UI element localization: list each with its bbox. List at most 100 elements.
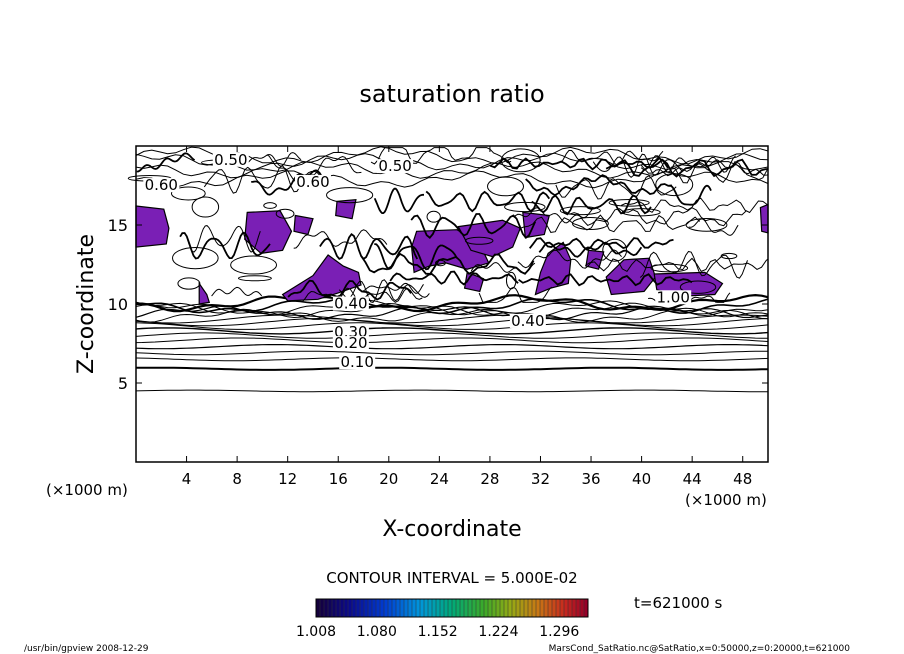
time-label: t=621000 s bbox=[634, 594, 722, 612]
contour-label: 1.00 bbox=[656, 288, 689, 306]
colorbar-tick-label: 1.296 bbox=[539, 624, 579, 640]
colorbar-tick-label: 1.224 bbox=[478, 624, 518, 640]
contour-label-bg bbox=[143, 178, 180, 193]
colorbar-cell bbox=[384, 599, 388, 617]
contour-line bbox=[135, 314, 769, 324]
colorbar-cell bbox=[480, 599, 484, 617]
z-unit-label: (×1000 m) bbox=[46, 481, 128, 499]
contour-line bbox=[688, 218, 739, 236]
contour-line bbox=[517, 249, 622, 269]
contour-line bbox=[136, 293, 769, 313]
contour-line bbox=[513, 207, 593, 224]
colorbar-cell bbox=[408, 599, 412, 617]
y-tick-label: 5 bbox=[118, 374, 128, 393]
contour-line bbox=[620, 197, 769, 214]
colorbar-cell bbox=[552, 599, 556, 617]
contour-loop bbox=[608, 198, 650, 207]
colorbar-cell bbox=[584, 599, 588, 617]
contour-line bbox=[373, 187, 424, 214]
contour-line bbox=[362, 282, 424, 294]
contour-labels: 0.50 0.500.600.600.400.400.300.200.101.00 bbox=[143, 151, 692, 371]
contour-label-bg bbox=[655, 290, 692, 305]
contour-label: 0.50 bbox=[378, 157, 411, 175]
contour-line bbox=[266, 154, 362, 183]
contour-line bbox=[135, 344, 769, 350]
contour-label: 0.20 bbox=[334, 334, 367, 352]
contour-line bbox=[135, 332, 769, 339]
contour-loop bbox=[426, 210, 441, 223]
contour-loop bbox=[679, 280, 717, 294]
colorbar-cell bbox=[324, 599, 328, 617]
contour-line bbox=[592, 153, 683, 178]
contour-line bbox=[389, 270, 519, 286]
colorbar-cell bbox=[440, 599, 444, 617]
colorbar-cell bbox=[368, 599, 372, 617]
colorbar-cell bbox=[372, 599, 376, 617]
contour-line bbox=[605, 158, 769, 178]
x-tick-label: 44 bbox=[683, 470, 702, 488]
colorbar-cell bbox=[348, 599, 352, 617]
contour-loop bbox=[435, 259, 446, 267]
contour-loop bbox=[326, 187, 374, 204]
y-tick-label: 15 bbox=[108, 216, 128, 235]
colorbar-cell bbox=[344, 599, 348, 617]
colorbar-cell bbox=[456, 599, 460, 617]
x-tick-label: 16 bbox=[329, 470, 348, 488]
colorbar-cell bbox=[420, 599, 424, 617]
contour-line bbox=[136, 366, 769, 371]
colorbar-cell bbox=[512, 599, 516, 617]
colorbar-cell bbox=[548, 599, 552, 617]
colorbar-cell bbox=[356, 599, 360, 617]
contour-line bbox=[671, 160, 769, 184]
contour-line bbox=[584, 257, 769, 273]
contour-loop bbox=[650, 263, 689, 273]
colorbar-cell bbox=[328, 599, 332, 617]
contour-loop bbox=[621, 208, 661, 217]
colorbar-cell bbox=[564, 599, 568, 617]
colorbar-tick-label: 1.080 bbox=[357, 624, 397, 640]
contour-line bbox=[287, 279, 412, 301]
contour-line bbox=[668, 184, 712, 206]
colorbar-cell bbox=[376, 599, 380, 617]
colorbar-cell bbox=[536, 599, 540, 617]
contour-line bbox=[525, 174, 672, 197]
colorbar-cell bbox=[524, 599, 528, 617]
colorbar-cell bbox=[364, 599, 368, 617]
contour-loop bbox=[237, 275, 272, 282]
contour-line bbox=[531, 194, 652, 216]
contour-label: 0.50 bbox=[214, 151, 247, 169]
colorbar-cell bbox=[404, 599, 408, 617]
colorbar-cell bbox=[436, 599, 440, 617]
colorbar-cell bbox=[416, 599, 420, 617]
colorbar-cell bbox=[392, 599, 396, 617]
contour-loop bbox=[170, 186, 206, 201]
contour-line bbox=[470, 262, 536, 274]
colorbar-cell bbox=[544, 599, 548, 617]
colorbar-cell bbox=[432, 599, 436, 617]
contour-line bbox=[135, 357, 769, 362]
contour-line bbox=[410, 213, 537, 239]
contour-line bbox=[179, 231, 271, 260]
contour-line bbox=[519, 214, 700, 233]
contour-loop bbox=[191, 196, 220, 218]
colorbar-cell bbox=[528, 599, 532, 617]
contour-loop bbox=[464, 236, 494, 245]
y-axis-title: Z-coordinate bbox=[74, 234, 99, 374]
x-unit-label: (×1000 m) bbox=[685, 491, 767, 509]
contour-line bbox=[639, 250, 748, 279]
contour-loop bbox=[602, 238, 628, 262]
contour-line bbox=[135, 322, 769, 330]
colorbar-cell bbox=[540, 599, 544, 617]
contour-label: 0.10 bbox=[340, 353, 373, 371]
colorbar-cell bbox=[580, 599, 584, 617]
colorbar-cell bbox=[412, 599, 416, 617]
contour-label-bg bbox=[509, 313, 546, 328]
x-axis-ticks: 4 8 12 16 20 24 28 32 36 40 44 48 bbox=[182, 146, 752, 488]
colorbar-cell bbox=[360, 599, 364, 617]
colorbar-cell bbox=[460, 599, 464, 617]
x-tick-label: 20 bbox=[379, 470, 398, 488]
x-tick-label: 8 bbox=[232, 470, 242, 488]
colorbar-cell bbox=[428, 599, 432, 617]
x-tick-label: 4 bbox=[182, 470, 192, 488]
x-axis-title: X-coordinate bbox=[382, 517, 521, 542]
